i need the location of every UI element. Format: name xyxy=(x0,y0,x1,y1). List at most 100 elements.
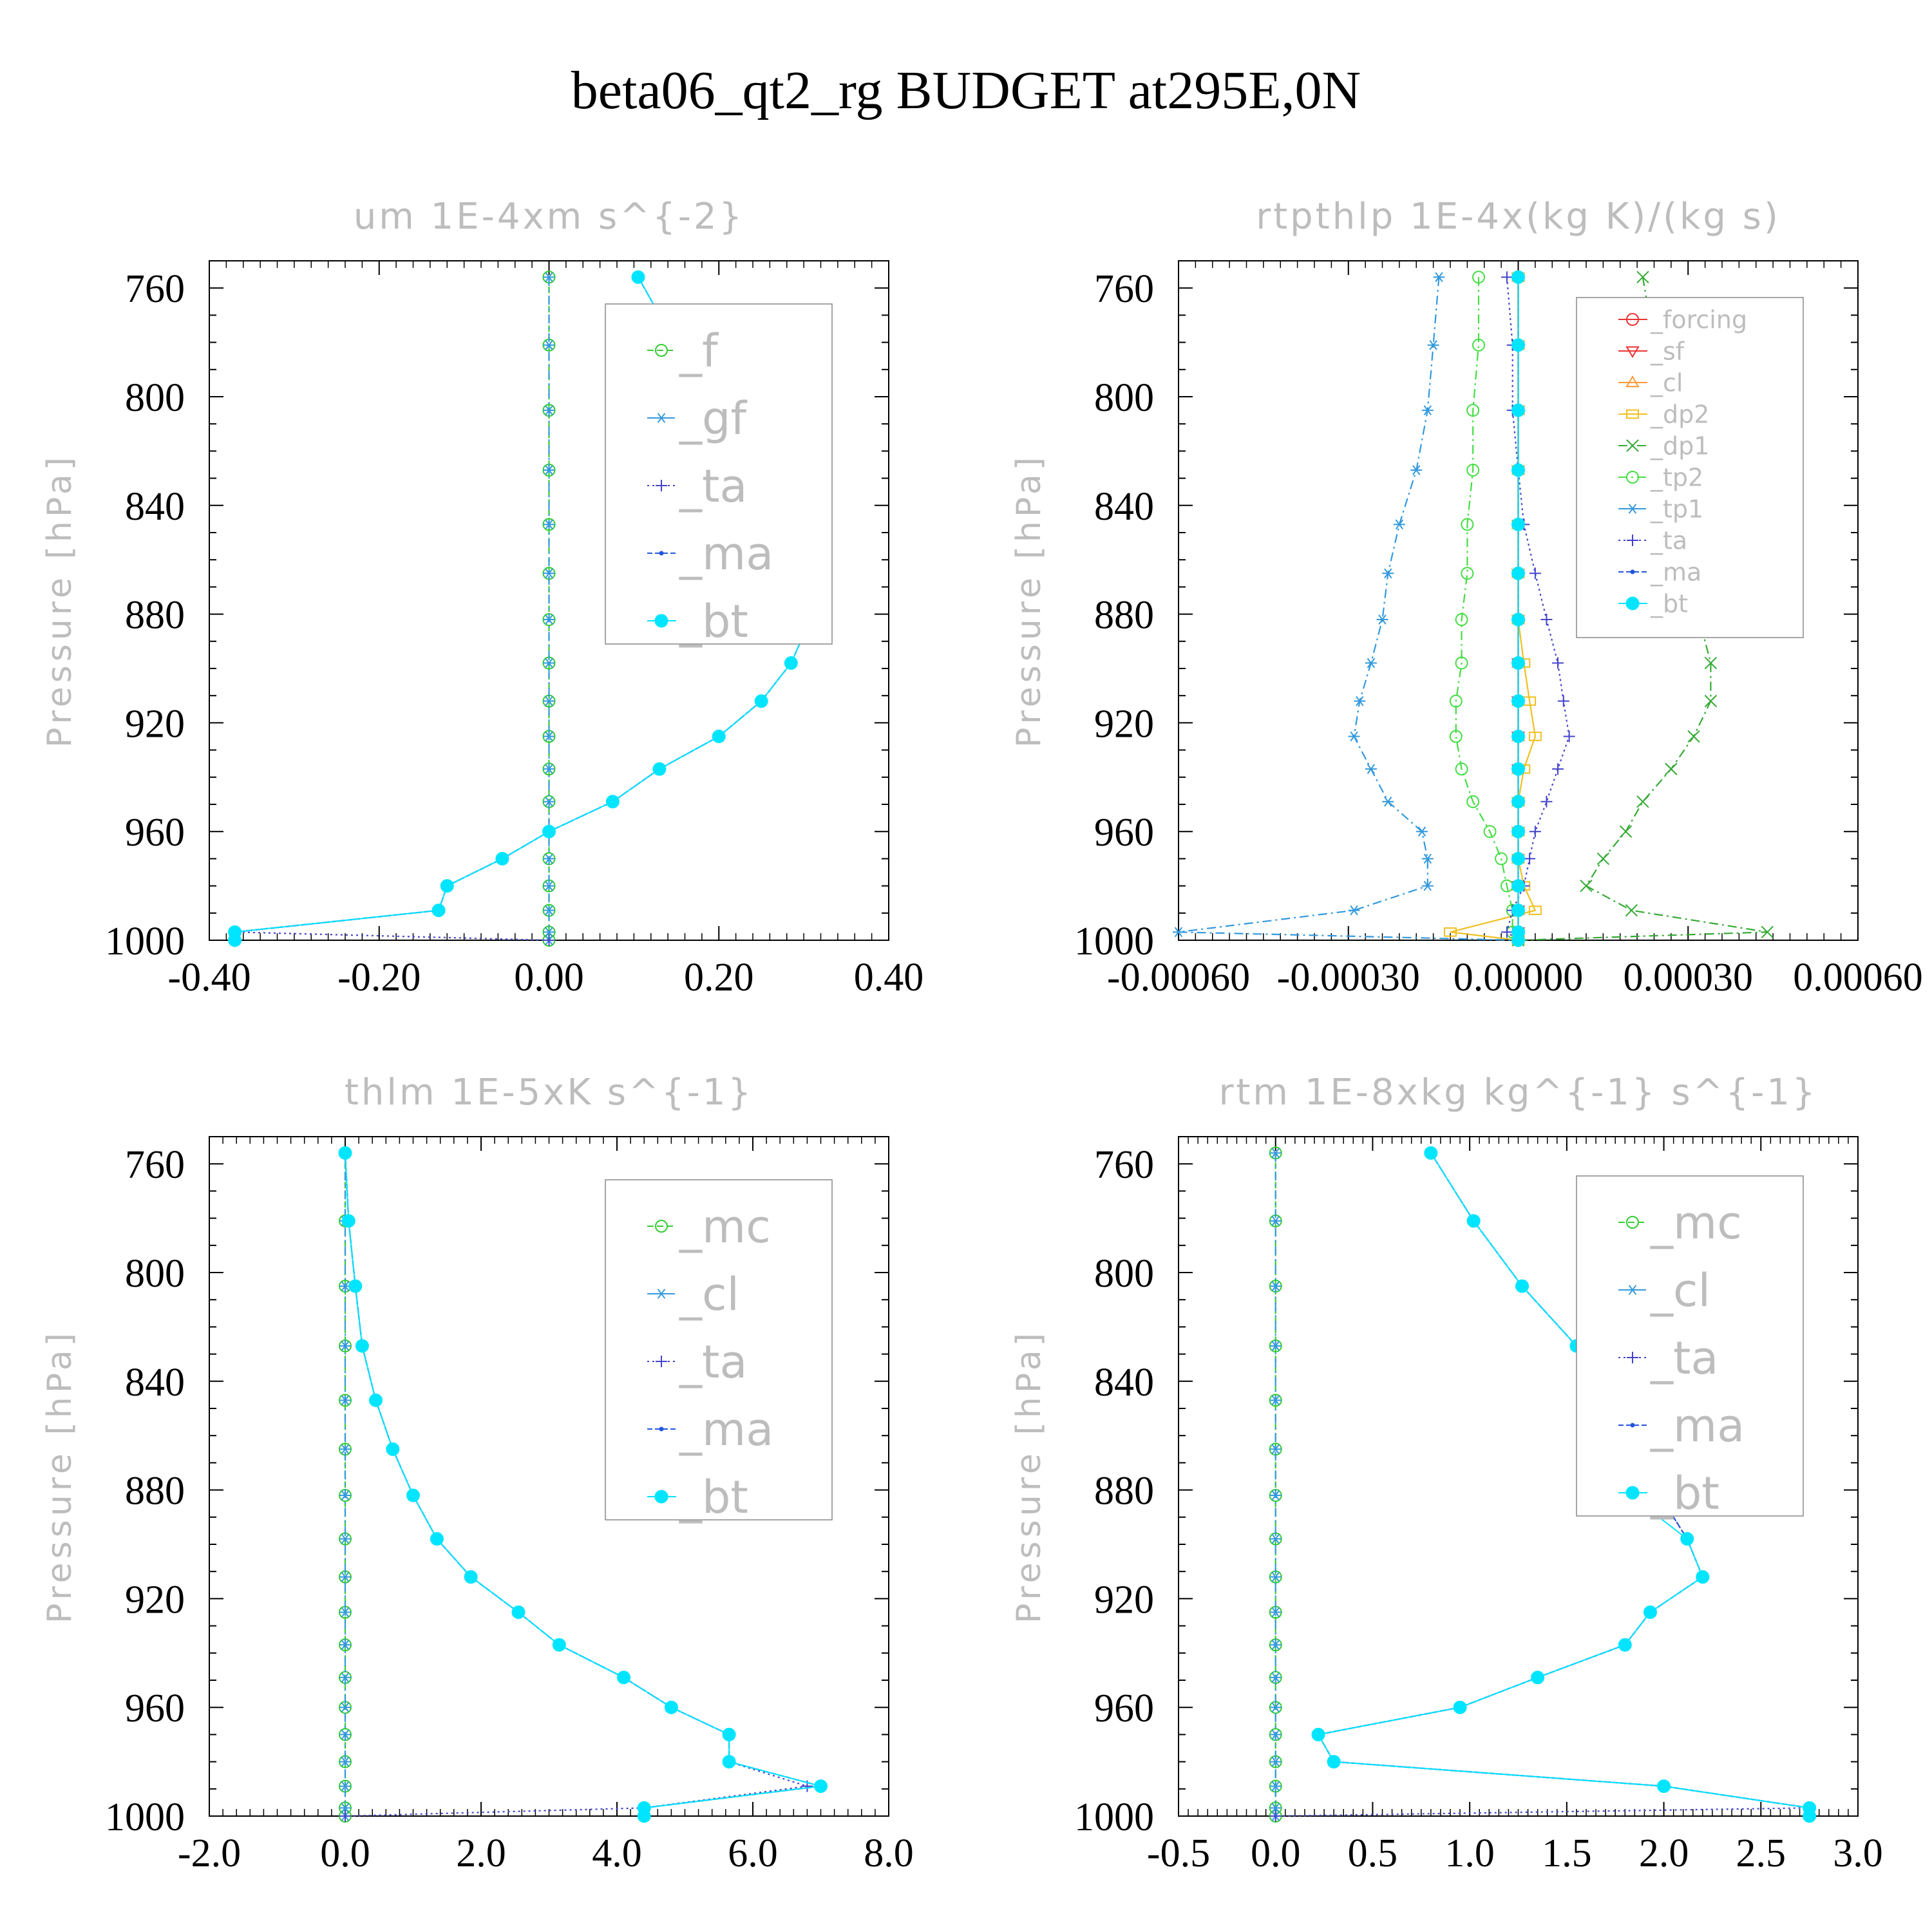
data-point xyxy=(1382,796,1394,807)
data-point xyxy=(1269,1281,1282,1291)
data-point xyxy=(1528,732,1542,741)
figure-title: beta06_qt2_rg BUDGET at295E,0N xyxy=(571,61,1361,120)
legend-marker xyxy=(1627,1352,1638,1363)
data-point xyxy=(1269,1729,1282,1740)
series-bt xyxy=(338,1146,828,1823)
data-point xyxy=(1557,695,1569,707)
series-line xyxy=(1506,277,1570,941)
data-point xyxy=(1529,567,1541,580)
data-point xyxy=(1511,762,1525,776)
legend-label: _dp1 xyxy=(1650,432,1709,460)
data-point xyxy=(1540,795,1553,808)
legend-box xyxy=(605,303,833,645)
data-point xyxy=(348,1279,363,1293)
data-point xyxy=(339,1781,351,1792)
data-point xyxy=(1511,338,1525,352)
data-point xyxy=(1269,1640,1282,1650)
legend-label: _forcing xyxy=(1650,306,1747,334)
data-point xyxy=(1466,1214,1481,1228)
y-axis-label: Pressure [hPa] xyxy=(41,1329,79,1624)
data-point xyxy=(1511,270,1525,284)
panel-title: rtm 1E-8xkg kg^{-1} s^{-1} xyxy=(1218,1072,1817,1113)
x-tick-label: -0.00060 xyxy=(1107,956,1250,999)
data-point xyxy=(1511,694,1525,708)
data-point xyxy=(1511,463,1525,477)
legend-label: _bt xyxy=(1650,1467,1719,1520)
legend-marker xyxy=(659,1426,664,1432)
data-point xyxy=(543,764,555,774)
y-tick-label: 800 xyxy=(125,1252,185,1296)
data-point xyxy=(1665,762,1678,775)
legend-marker xyxy=(1630,569,1635,574)
legend-label: _bt xyxy=(679,595,748,648)
legend-box xyxy=(1576,1175,1804,1517)
data-point xyxy=(1511,730,1525,743)
legend-label: _cl xyxy=(679,1268,739,1321)
legend-marker xyxy=(1626,313,1639,326)
data-point xyxy=(722,1727,736,1741)
y-tick-label: 1000 xyxy=(1074,920,1154,963)
legend-label: _gf xyxy=(679,392,747,445)
data-point xyxy=(543,519,555,530)
data-point xyxy=(664,1700,678,1714)
series-tp1 xyxy=(1173,272,1524,945)
series-line xyxy=(1317,1152,1810,1816)
data-point xyxy=(1511,566,1525,580)
legend-box xyxy=(605,1179,833,1520)
data-point xyxy=(1511,879,1525,893)
data-point xyxy=(1269,1571,1282,1582)
data-point xyxy=(605,795,620,809)
series-line xyxy=(1455,277,1519,941)
y-tick-label: 840 xyxy=(1094,485,1154,529)
x-tick-label: 4.0 xyxy=(592,1832,642,1875)
legend-marker xyxy=(656,480,667,491)
x-tick-label: 0.00060 xyxy=(1793,956,1923,999)
x-tick-label: 1.0 xyxy=(1444,1832,1495,1875)
data-point xyxy=(1501,926,1513,938)
data-point xyxy=(1382,568,1394,579)
data-point xyxy=(631,270,645,284)
data-point xyxy=(1348,905,1360,916)
y-tick-label: 800 xyxy=(125,376,185,420)
data-point xyxy=(339,1702,351,1712)
data-point xyxy=(341,1214,355,1228)
legend-label: _ta xyxy=(1650,527,1687,555)
data-point xyxy=(1269,1803,1282,1814)
data-point xyxy=(511,1605,526,1619)
data-point xyxy=(1269,1490,1282,1501)
data-point xyxy=(543,696,555,706)
legend-marker xyxy=(1626,409,1639,419)
legend-marker xyxy=(1627,1285,1638,1295)
data-point xyxy=(368,1393,383,1407)
y-tick-label: 880 xyxy=(125,594,185,638)
data-point xyxy=(1704,656,1718,670)
y-tick-label: 960 xyxy=(125,1687,185,1730)
data-point xyxy=(543,880,555,891)
chart-panel-1: um 1E-4xm s^{-2} Pressure [hPa] 760 800 840 8… xyxy=(41,196,923,999)
data-point xyxy=(430,1532,444,1546)
legend: _forcing _sf _cl _dp2 _dp1 _tp2 _tp1 _ta _ma _bt xyxy=(1576,297,1804,638)
x-tick-label: 1.5 xyxy=(1542,1832,1592,1875)
y-tick-label: 1000 xyxy=(1074,1795,1154,1839)
legend-label: _ma xyxy=(1650,558,1701,587)
data-point xyxy=(1269,1533,1282,1544)
legend-marker xyxy=(1630,1423,1635,1428)
data-point xyxy=(543,731,555,742)
legend-marker xyxy=(1627,504,1638,514)
y-tick-label: 840 xyxy=(125,1361,185,1405)
data-point xyxy=(339,1571,351,1582)
series-cl xyxy=(1269,1148,1282,1821)
data-point xyxy=(1636,270,1649,284)
series-tp2 xyxy=(1449,270,1525,947)
data-point xyxy=(1433,272,1445,283)
data-point xyxy=(1696,1570,1710,1584)
legend-label: _ta xyxy=(1650,1332,1718,1385)
y-tick-label: 920 xyxy=(125,702,185,746)
panel-title: rtpthlp 1E-4x(kg K)/(kg s) xyxy=(1256,196,1781,238)
data-point xyxy=(1618,1638,1632,1652)
y-axis-label: Pressure [hPa] xyxy=(1010,453,1048,748)
data-point xyxy=(1461,518,1474,531)
data-point xyxy=(543,568,555,579)
x-tick-label: -0.5 xyxy=(1147,1832,1210,1875)
legend-marker xyxy=(656,1356,667,1367)
